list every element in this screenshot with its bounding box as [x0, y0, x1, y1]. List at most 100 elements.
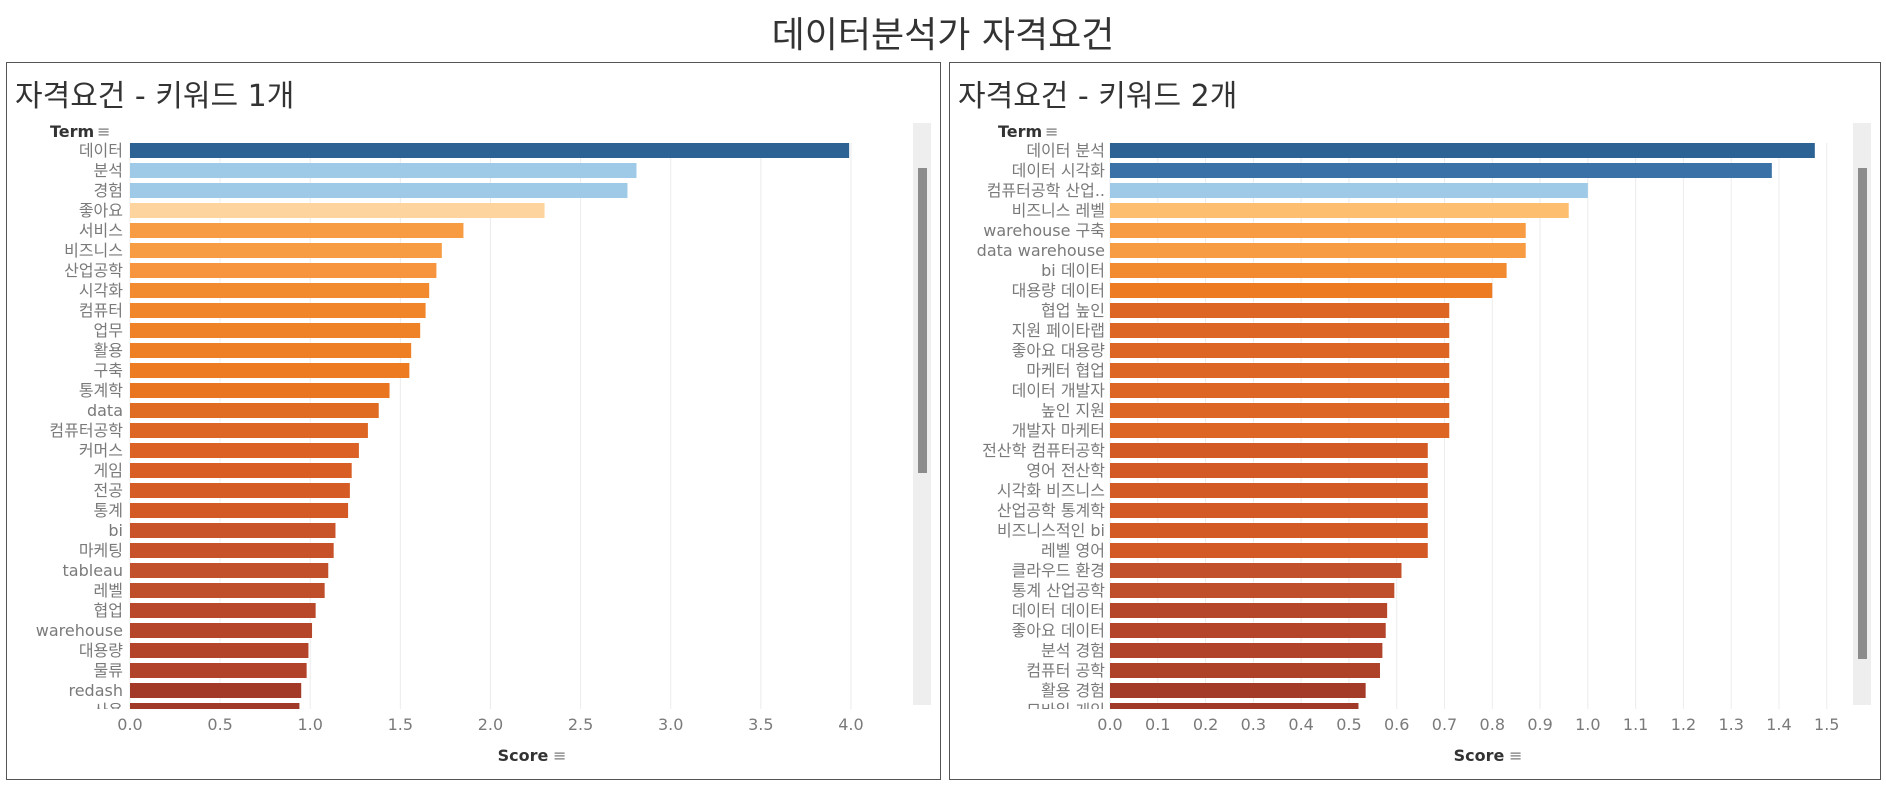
- bar[interactable]: [130, 683, 302, 698]
- bar[interactable]: [130, 283, 430, 298]
- x-tick-label: 0.0: [1097, 715, 1122, 734]
- bar[interactable]: [1110, 143, 1815, 158]
- bar[interactable]: [1110, 423, 1450, 438]
- category-label: 좋아요: [79, 201, 123, 220]
- bar[interactable]: [1110, 223, 1526, 238]
- bar[interactable]: [1110, 623, 1386, 638]
- x-tick-label: 0.1: [1145, 715, 1170, 734]
- category-label: 레벨: [94, 581, 123, 600]
- sort-icon[interactable]: ≡: [1509, 746, 1522, 765]
- category-label: 분석 경험: [1041, 641, 1105, 660]
- bar[interactable]: [1110, 563, 1402, 578]
- category-label: bi: [108, 521, 123, 540]
- category-label: 클라우드 환경: [1012, 561, 1105, 580]
- bar[interactable]: [1110, 503, 1428, 518]
- bar[interactable]: [1110, 203, 1569, 218]
- category-label: 물류: [94, 661, 123, 680]
- bar[interactable]: [130, 663, 307, 678]
- bar[interactable]: [130, 323, 421, 338]
- bar[interactable]: [1110, 283, 1493, 298]
- bar[interactable]: [1110, 243, 1526, 258]
- bar[interactable]: [130, 483, 350, 498]
- x-tick-label: 4.0: [838, 715, 863, 734]
- scrollbar-thumb[interactable]: [918, 168, 927, 473]
- bar[interactable]: [1110, 403, 1450, 418]
- bar[interactable]: [130, 443, 359, 458]
- bar[interactable]: [1110, 483, 1428, 498]
- x-tick-label: 0.3: [1241, 715, 1266, 734]
- bar[interactable]: [130, 583, 325, 598]
- bar[interactable]: [1110, 663, 1380, 678]
- category-label: 전산학 컴퓨터공학: [982, 441, 1105, 460]
- x-axis-title[interactable]: Score: [1454, 746, 1505, 765]
- scrollbar-thumb[interactable]: [1858, 168, 1867, 659]
- bar[interactable]: [1110, 163, 1772, 178]
- x-tick-label: 0.6: [1384, 715, 1409, 734]
- bar[interactable]: [1110, 583, 1395, 598]
- category-label: 대용량: [79, 641, 123, 660]
- category-label: 산업공학: [64, 261, 123, 280]
- bar[interactable]: [130, 463, 352, 478]
- x-tick-label: 2.5: [568, 715, 593, 734]
- bar[interactable]: [1110, 343, 1450, 358]
- bar[interactable]: [130, 143, 850, 158]
- category-label: 통계학: [79, 381, 123, 400]
- bar[interactable]: [130, 623, 313, 638]
- sort-icon[interactable]: ≡: [1045, 122, 1058, 141]
- x-tick-label: 1.5: [1814, 715, 1839, 734]
- bar[interactable]: [130, 403, 379, 418]
- bar[interactable]: [130, 383, 390, 398]
- category-label: 업무: [94, 321, 123, 340]
- bar[interactable]: [130, 363, 410, 378]
- bar[interactable]: [130, 183, 628, 198]
- bar[interactable]: [130, 163, 637, 178]
- bar[interactable]: [130, 223, 464, 238]
- bar[interactable]: [130, 523, 336, 538]
- bar[interactable]: [130, 543, 334, 558]
- bar[interactable]: [1110, 523, 1428, 538]
- bar[interactable]: [1110, 703, 1359, 718]
- category-label: 대용량 데이터: [1012, 281, 1105, 300]
- category-label: 분석: [94, 161, 123, 180]
- bar[interactable]: [1110, 263, 1507, 278]
- x-axis-title[interactable]: Score: [498, 746, 549, 765]
- bar[interactable]: [130, 643, 309, 658]
- bar[interactable]: [130, 503, 349, 518]
- x-tick-label: 0.9: [1527, 715, 1552, 734]
- bar[interactable]: [1110, 363, 1450, 378]
- bar[interactable]: [130, 563, 329, 578]
- bar[interactable]: [1110, 543, 1428, 558]
- bar[interactable]: [130, 203, 545, 218]
- category-label: 통계: [94, 501, 123, 520]
- bar[interactable]: [1110, 463, 1428, 478]
- bar-chart-keyword-2: 0.0 0.1 0.2 0.3 0.4 0.5 0.6 0.7 0.8 0.9 1.0 1.1 1.2 1…: [977, 122, 1871, 765]
- category-label: warehouse 구축: [983, 221, 1105, 240]
- bar[interactable]: [1110, 183, 1588, 198]
- bar[interactable]: [130, 243, 442, 258]
- bar[interactable]: [1110, 683, 1366, 698]
- category-label: 좋아요 대용량: [1012, 341, 1106, 360]
- category-label: 데이터 시각화: [1012, 161, 1106, 180]
- bar[interactable]: [130, 423, 368, 438]
- bar[interactable]: [1110, 443, 1428, 458]
- bar[interactable]: [130, 703, 300, 718]
- category-label: 경험: [94, 181, 123, 200]
- bar[interactable]: [130, 263, 437, 278]
- bar[interactable]: [130, 603, 316, 618]
- category-label: warehouse: [36, 621, 123, 640]
- bar[interactable]: [130, 343, 412, 358]
- bar[interactable]: [1110, 303, 1450, 318]
- x-tick-label: 0.8: [1480, 715, 1505, 734]
- bar[interactable]: [1110, 323, 1450, 338]
- x-tick-label: 1.2: [1671, 715, 1696, 734]
- bar[interactable]: [1110, 603, 1388, 618]
- bar[interactable]: [1110, 383, 1450, 398]
- category-label: 구축: [94, 361, 123, 380]
- sort-icon[interactable]: ≡: [553, 746, 566, 765]
- bar[interactable]: [130, 303, 426, 318]
- category-label: redash: [68, 681, 123, 700]
- sort-icon[interactable]: ≡: [97, 122, 110, 141]
- bar[interactable]: [1110, 643, 1383, 658]
- y-axis-title[interactable]: Term: [50, 122, 94, 141]
- y-axis-title[interactable]: Term: [998, 122, 1042, 141]
